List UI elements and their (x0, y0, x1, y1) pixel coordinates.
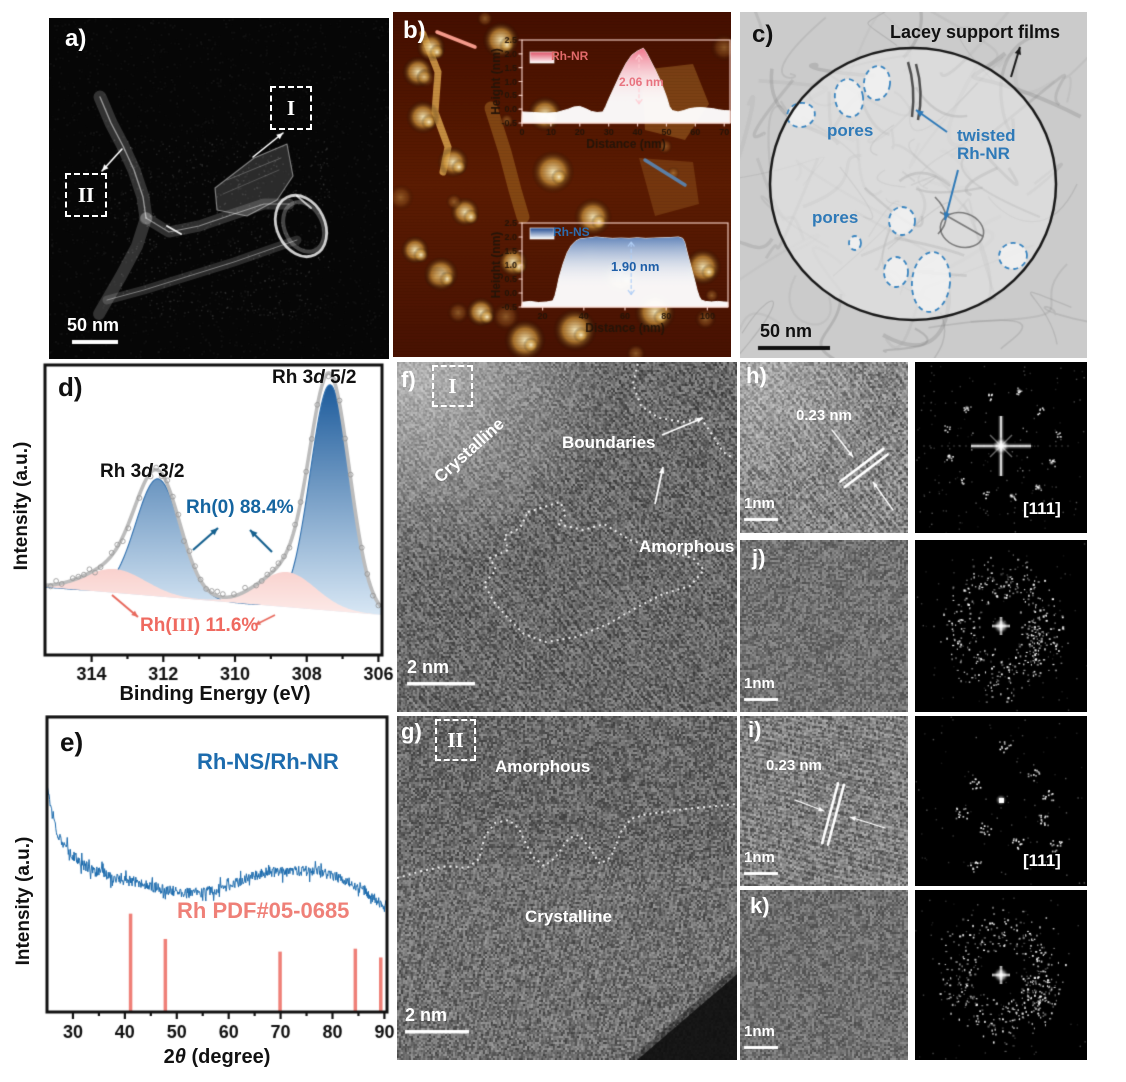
region-box-1: I (270, 86, 312, 130)
dspacing-label-i: 0.23 nm (766, 757, 822, 774)
scalebar-label-a: 50 nm (67, 315, 120, 335)
hrtem-image-h (740, 362, 908, 533)
afm-nr-annotation: 2.06 nm (619, 75, 664, 89)
scalebar-label-i: 1nm (744, 849, 775, 866)
panel-e-label: e) (60, 727, 84, 757)
dspacing-label-h: 0.23 nm (796, 407, 852, 424)
xps-peak52-label: Rh 3d 5/2 (272, 367, 357, 388)
afm-image (393, 12, 731, 357)
region-box-g: II (435, 719, 476, 761)
boundaries-label: Boundaries (562, 433, 656, 452)
panel-i-label: i) (748, 717, 762, 742)
afm-nr-legend-label: Rh-NR (551, 49, 589, 63)
panel-k-label: k) (750, 893, 770, 918)
panel-g: g) II Amorphous Crystalline 2 nm (397, 716, 737, 1060)
scalebar-label-h: 1nm (744, 495, 775, 512)
panel-g-label: g) (401, 719, 422, 744)
pores-label-2: pores (812, 208, 859, 227)
region-box-2: II (65, 173, 107, 217)
xrd-xaxis-title: 2θ (degree) (163, 1046, 271, 1068)
amorphous-label-f: Amorphous (639, 537, 735, 556)
xps-rh0-label: Rh(0) 88.4% (186, 497, 294, 518)
pores-label-1: pores (827, 121, 874, 140)
xps-plot (0, 362, 397, 712)
afm-ns-annotation: 1.90 nm (611, 259, 660, 274)
panel-k: k) 1nm (740, 890, 908, 1060)
panel-d: d) Rh 3d 5/2 Rh 3d 3/2 Rh(0) 88.4% Rh(II… (0, 362, 397, 712)
xps-peak32-label: Rh 3d 3/2 (100, 461, 185, 482)
hrtem-image-i (740, 716, 908, 886)
region-f-label: I (448, 373, 457, 398)
panel-h: h) 0.23 nm 1nm (740, 362, 908, 533)
fft-image-k (915, 890, 1087, 1060)
xrd-plot (0, 715, 397, 1082)
panel-h-fft: [111] (915, 362, 1087, 533)
panel-j-fft (915, 540, 1087, 712)
region-1-label: I (286, 95, 296, 120)
scalebar-label-g: 2 nm (405, 1005, 448, 1025)
panel-a: a) I II 50 nm (49, 18, 389, 359)
region-box-f: I (432, 365, 473, 407)
amorphous-label-g: Amorphous (495, 757, 591, 776)
xps-xaxis-title: Binding Energy (eV) (119, 683, 311, 705)
panel-k-fft (915, 890, 1087, 1060)
twisted-rhnr-label: twisted Rh-NR (957, 127, 1016, 163)
panel-a-label: a) (65, 25, 87, 52)
panel-f-label: f) (401, 367, 416, 392)
panel-d-label: d) (58, 372, 83, 402)
zone-axis-label-h: [111] (1023, 499, 1061, 518)
tem-image (740, 12, 1087, 358)
panel-j-label: j) (752, 545, 766, 570)
panel-i: i) 0.23 nm 1nm (740, 716, 908, 886)
region-2-label: II (77, 182, 95, 207)
crystalline-label-g: Crystalline (525, 907, 612, 926)
zone-axis-label-i: [111] (1023, 851, 1061, 870)
panel-c-label: c) (752, 21, 774, 48)
scalebar-label-j: 1nm (744, 675, 775, 692)
hrtem-image-j (740, 540, 908, 712)
xrd-ref-label: Rh PDF#05-0685 (177, 898, 350, 923)
twisted-label-line2: Rh-NR (957, 143, 1010, 163)
hrtem-image-f (397, 362, 737, 712)
afm-ns-legend-label: Rh-NS (553, 225, 590, 239)
hrtem-image-g (397, 716, 737, 1060)
panel-c: c) Lacey support films pores pores twist… (740, 12, 1087, 358)
xps-yaxis-title: Intensity (a.u.) (11, 441, 32, 571)
panel-j: j) 1nm (740, 540, 908, 712)
lacey-support-label: Lacey support films (890, 22, 1061, 42)
xrd-yaxis-title: Intensity (a.u.) (13, 836, 34, 966)
scalebar-label-f: 2 nm (407, 657, 450, 677)
fft-image-j (915, 540, 1087, 712)
panel-i-fft: [111] (915, 716, 1087, 886)
fft-image-h (915, 362, 1087, 533)
hrtem-image-k (740, 890, 908, 1060)
panel-b: b) Rh-NR 2.06 nm Rh-NS 1.90 nm (393, 12, 731, 357)
panel-b-label: b) (403, 17, 426, 44)
scalebar-label-k: 1nm (744, 1023, 775, 1040)
xrd-series-label: Rh-NS/Rh-NR (197, 749, 339, 774)
panel-h-label: h) (746, 363, 767, 388)
scalebar-label-c: 50 nm (760, 321, 813, 341)
fft-image-i (915, 716, 1087, 886)
panel-e: e) Rh-NS/Rh-NR Rh PDF#05-0685 2θ (degree… (0, 715, 397, 1082)
region-g-label: II (447, 727, 464, 752)
xps-rh3-label: Rh(III) 11.6% (140, 615, 259, 636)
twisted-label-line1: twisted (957, 126, 1016, 145)
panel-f: f) I Crystalline Boundaries Amorphous 2 … (397, 362, 737, 712)
